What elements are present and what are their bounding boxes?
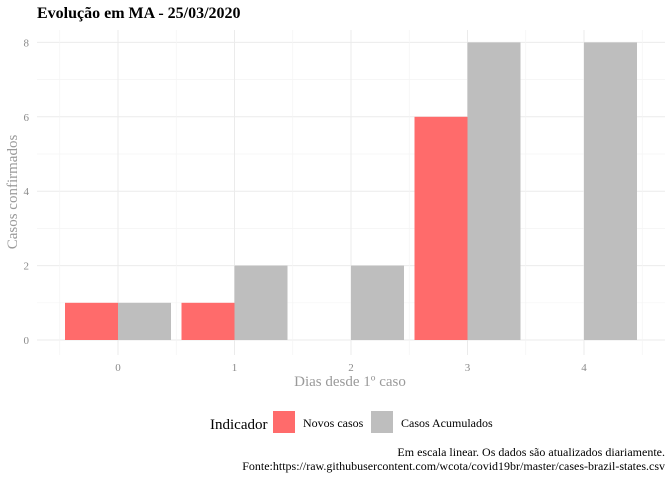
bar-casos-acumulados [351, 265, 404, 340]
y-tick-label: 6 [24, 112, 30, 124]
x-tick-labels: 0 1 2 3 4 [115, 362, 587, 374]
y-axis-label: Casos confirmados [5, 135, 21, 250]
bar-casos-acumulados [234, 265, 288, 340]
legend-label-novos-casos: Novos casos [303, 416, 364, 430]
legend-label-casos-acumulados: Casos Acumulados [401, 416, 493, 430]
x-tick-label: 0 [115, 362, 121, 374]
bar-novos-casos [65, 302, 118, 340]
y-tick-labels: 0 2 4 6 8 [24, 37, 30, 347]
y-tick-label: 2 [24, 261, 30, 273]
legend: Indicador Novos casos Casos Acumulados [210, 411, 493, 433]
y-tick-label: 0 [24, 335, 30, 347]
chart-title: Evolução em MA - 25/03/2020 [37, 5, 241, 22]
bar-casos-acumulados [467, 42, 521, 341]
bar-casos-acumulados [584, 42, 637, 341]
x-tick-label: 4 [581, 362, 587, 374]
y-tick-label: 8 [24, 37, 30, 49]
legend-title: Indicador [210, 417, 267, 433]
legend-swatch-casos-acumulados [371, 411, 393, 433]
x-tick-label: 3 [465, 362, 471, 374]
bar-casos-acumulados [118, 302, 171, 340]
bars [65, 42, 637, 341]
caption-line-2: Fonte:https://raw.githubusercontent.com/… [242, 459, 665, 473]
x-tick-label: 1 [232, 362, 238, 374]
y-tick-label: 4 [24, 186, 30, 198]
bar-novos-casos [181, 302, 235, 340]
x-tick-label: 2 [348, 362, 354, 374]
caption-line-1: Em escala linear. Os dados são atualizad… [397, 445, 665, 459]
legend-swatch-novos-casos [273, 411, 295, 433]
bar-novos-casos [414, 116, 468, 340]
x-axis-label: Dias desde 1º caso [294, 374, 406, 390]
